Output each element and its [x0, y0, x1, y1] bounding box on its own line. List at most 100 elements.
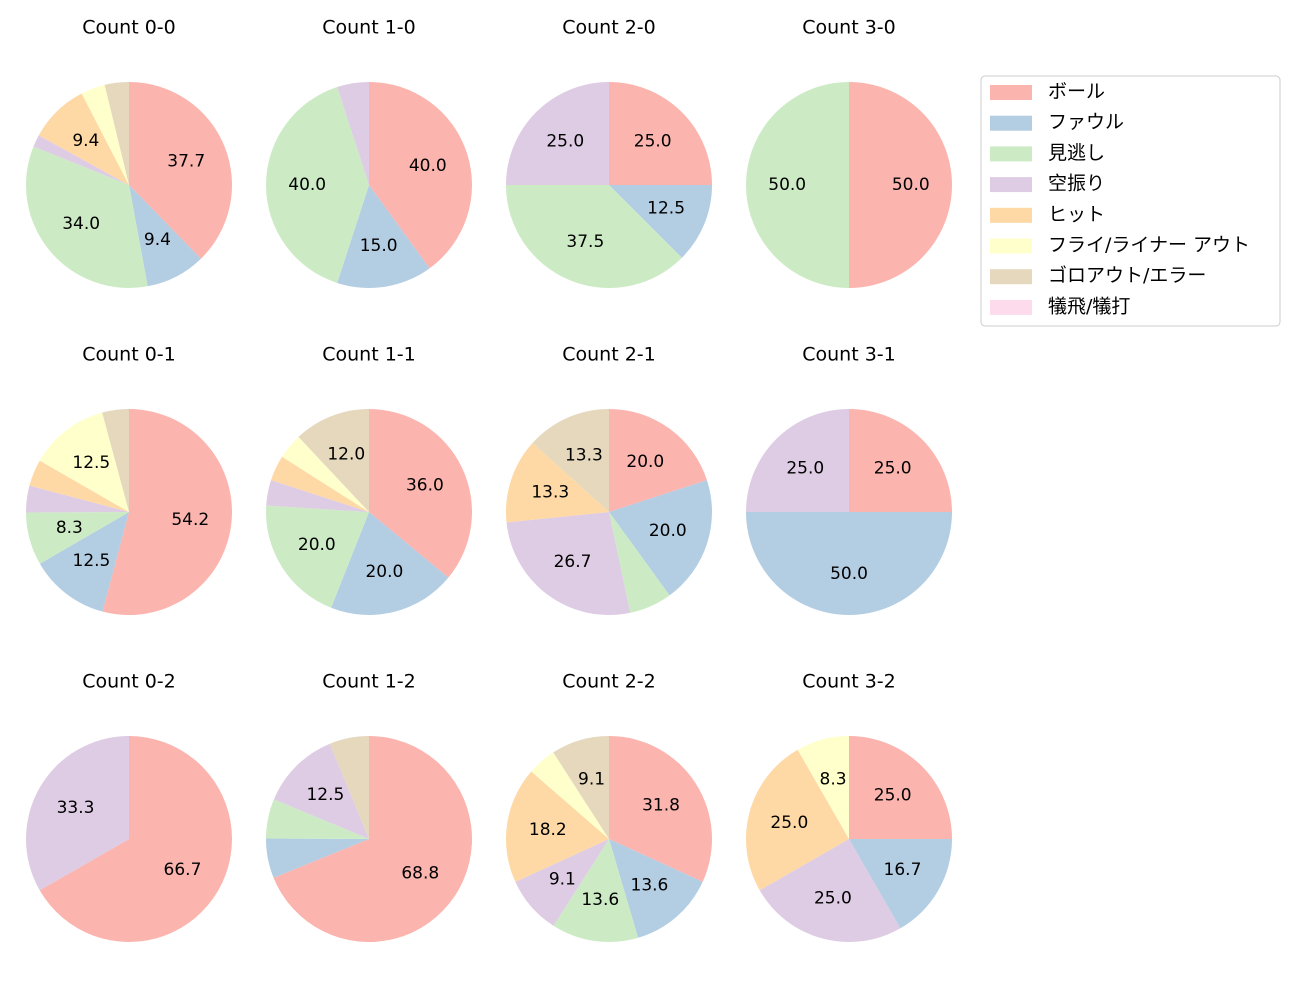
pie-slice: [102, 409, 232, 615]
pie-slice: [505, 771, 609, 882]
pie-slice: [609, 185, 712, 258]
pie-slice: [849, 409, 952, 512]
pie-slice: [104, 82, 129, 185]
slice-label: 25.0: [786, 458, 824, 478]
chart-title: Count 2-0: [562, 17, 656, 39]
chart-title: Count 3-0: [802, 17, 896, 39]
slice-label: 12.5: [72, 453, 110, 473]
slice-label: 50.0: [768, 175, 806, 195]
pie-slice: [506, 185, 682, 288]
pie-slice: [337, 185, 430, 289]
slice-label: 66.7: [164, 860, 202, 880]
pie-chart: Count 0-1 54.2 12.5 8.3 12.5: [25, 344, 232, 615]
pie-slice: [129, 82, 232, 259]
slice-label: 26.7: [554, 552, 592, 572]
pie-slice: [553, 736, 609, 839]
legend-swatch: [990, 146, 1032, 162]
slice-label: 25.0: [814, 889, 852, 909]
chart-title: Count 1-2: [322, 671, 416, 693]
pie-slice: [33, 135, 129, 185]
pie-slice: [759, 839, 901, 942]
slice-label: 12.5: [306, 785, 344, 805]
pie-slice: [609, 409, 707, 512]
legend-swatch: [990, 299, 1032, 315]
pie-slice: [26, 512, 129, 564]
pie-chart: Count 1-0 40.0 15.0 40.0: [265, 17, 472, 289]
legend-frame: [980, 75, 1281, 327]
slice-label: 31.8: [642, 796, 680, 816]
slice-label: 25.0: [874, 458, 912, 478]
chart-title: Count 1-0: [322, 17, 416, 39]
pie-slice: [849, 82, 952, 288]
pie-slice: [746, 409, 849, 512]
pie-slice: [746, 82, 849, 288]
chart-title: Count 2-2: [562, 671, 656, 693]
slice-label: 20.0: [626, 452, 664, 472]
pie-slice: [849, 839, 952, 929]
legend-label: ファウル: [1048, 111, 1124, 133]
slice-label: 15.0: [360, 236, 398, 256]
slice-label: 25.0: [546, 131, 584, 151]
slice-label: 13.6: [581, 890, 619, 910]
pie-chart: Count 0-0 37.7 9.4 34.0 9.4: [25, 17, 232, 288]
pie-slice: [515, 839, 609, 926]
pie-chart: Count 2-231.813.613.69.118.29.1: [505, 671, 713, 942]
pie-slice: [25, 146, 148, 288]
slice-label: 12.5: [647, 199, 685, 219]
pie-slice: [129, 185, 201, 287]
pie-slice: [266, 799, 369, 839]
pie-slice: [531, 752, 609, 839]
chart-title: Count 0-2: [82, 671, 176, 693]
legend-label: 見逃し: [1048, 142, 1105, 164]
chart-title: Count 3-2: [802, 671, 896, 693]
pie-slice: [337, 82, 369, 185]
pie-slice: [609, 736, 713, 882]
pie-slice: [609, 839, 703, 938]
pie-slice: [39, 512, 129, 612]
pie-slice: [29, 460, 129, 512]
legend-swatch: [990, 238, 1032, 254]
pie-slice: [849, 736, 952, 839]
slice-label: 34.0: [62, 214, 100, 234]
chart-title: Count 0-0: [82, 17, 176, 39]
pie-chart: Count 1-1 36.0 20.0 20.0 12.0: [265, 344, 472, 616]
legend-swatch: [990, 207, 1032, 223]
pie-slice: [609, 480, 713, 596]
chart-title: Count 0-1: [82, 344, 176, 366]
pie-chart: Count 2-0 25.0 12.5 37.5 25.0: [506, 17, 712, 288]
slice-label: 9.4: [72, 131, 99, 151]
slice-label: 16.7: [884, 860, 922, 880]
pie-slice: [331, 512, 449, 616]
pie-slice: [369, 82, 472, 269]
pie-slice: [273, 743, 369, 839]
slice-label: 50.0: [830, 564, 868, 584]
slice-label: 37.7: [167, 152, 205, 172]
slice-label: 33.3: [57, 798, 95, 818]
slice-label: 12.5: [73, 551, 111, 571]
pie-chart: Count 2-1 20.0 20.0 26.7 13.3 13.3: [505, 344, 713, 615]
pie-slice: [273, 736, 473, 942]
pie-slice: [609, 82, 712, 185]
legend-swatch: [990, 115, 1032, 131]
pie-slice: [26, 736, 130, 891]
slice-label: 9.1: [578, 770, 605, 790]
pie-slice: [532, 409, 609, 512]
slice-label: 37.5: [566, 232, 604, 252]
pie-slice: [298, 409, 369, 512]
legend-swatch: [990, 177, 1032, 193]
pie-chart: Count 3-1 25.0 50.0 25.0: [746, 344, 952, 615]
pie-slice: [553, 839, 639, 942]
pie-slice: [38, 93, 129, 185]
pie-slice: [266, 480, 369, 512]
legend-swatch: [990, 85, 1032, 100]
pie-slice: [329, 736, 369, 839]
pie-slice: [746, 749, 849, 891]
legend-label: ゴロアウト/エラー: [1048, 265, 1206, 287]
slice-label: 9.1: [549, 870, 576, 890]
slice-label: 20.0: [298, 535, 336, 555]
legend-label: 空振り: [1048, 173, 1105, 195]
slice-label: 25.0: [770, 813, 808, 833]
slice-label: 40.0: [409, 156, 447, 176]
